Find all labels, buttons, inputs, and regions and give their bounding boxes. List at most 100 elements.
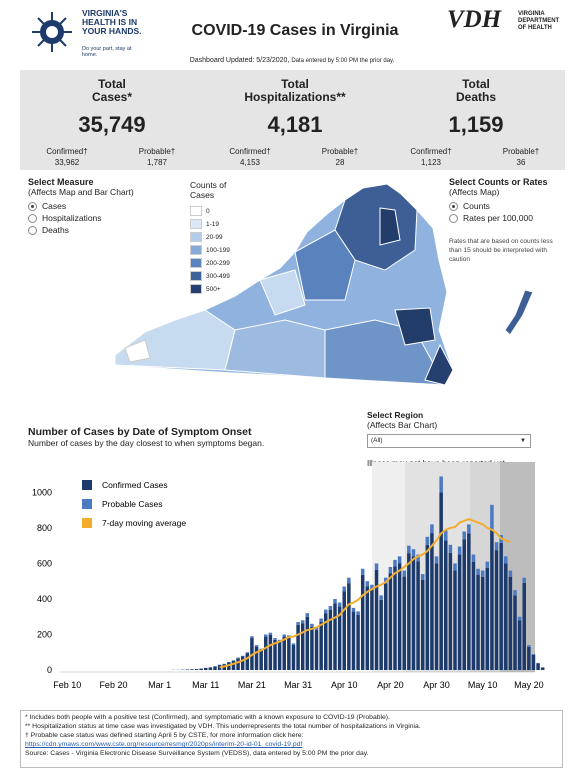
legend-item: 500+ (190, 284, 240, 294)
logo-sub: Do your part, stay at home. (82, 46, 132, 58)
stat-title: Total Deaths (455, 77, 496, 104)
legend-item: 100-199 (190, 245, 240, 255)
bar-segment (402, 570, 406, 577)
rates-title: Select Counts or Rates (449, 177, 548, 187)
updated-date: Dashboard Updated: 5/23/2020, (189, 57, 290, 64)
bar-segment (365, 581, 370, 587)
bar-segment (314, 627, 319, 631)
region-subtitle: (Affects Bar Chart) (367, 420, 438, 430)
y-tick-label: 200 (37, 629, 52, 639)
bar-segment (531, 654, 536, 655)
radio-button[interactable] (28, 213, 37, 223)
bar-segment (204, 667, 208, 670)
bar-segment (305, 613, 310, 617)
stat-title: Total Hospitalizations** (244, 77, 346, 104)
bar-segment (379, 595, 383, 600)
bar-segment (485, 561, 490, 568)
radio-option[interactable]: Cases (28, 201, 134, 211)
probable-label: Probable† (138, 147, 176, 156)
bar-segment (240, 655, 245, 657)
bar-segment (434, 556, 439, 564)
bar-segment (296, 622, 300, 625)
bar-segment (291, 644, 296, 670)
bar-segment (420, 579, 425, 670)
bar-segment (347, 583, 351, 670)
footnote-source: Source: Cases - Virginia Electronic Dise… (25, 750, 369, 757)
radio-option[interactable]: Deaths (28, 225, 134, 235)
vdh-logo: VDH (447, 6, 502, 33)
bar-segment (227, 662, 231, 663)
footnote-link[interactable]: https://cdn.ymaws.com/www.cste.org/resou… (25, 741, 303, 748)
x-tick-label: Mar 31 (284, 680, 312, 690)
radio-label: Cases (42, 201, 67, 211)
bar-segment (397, 563, 402, 670)
vdh-sub: VIRGINIA DEPARTMENT OF HEALTH (518, 11, 560, 31)
radio-button[interactable] (449, 213, 458, 223)
bar-segment (462, 531, 466, 540)
bar-segment (393, 566, 397, 670)
bar-segment (411, 549, 416, 557)
legend-label: 7-day moving average (102, 518, 186, 528)
bar-segment (360, 568, 365, 575)
bar-segment (208, 667, 213, 670)
bar-segment (444, 540, 448, 670)
bar-segment (439, 492, 443, 670)
bar-segment (490, 529, 494, 670)
x-tick-label: Apr 30 (423, 680, 450, 690)
confirmed-value: 4,153 (239, 158, 261, 167)
y-tick-label: 600 (37, 558, 52, 568)
x-tick-label: May 10 (468, 680, 498, 690)
stat: Total Cases* 35,749 (22, 78, 202, 138)
bar-segment (453, 563, 457, 571)
bar-segment (527, 646, 531, 670)
rates-panel: Select Counts or Rates (Affects Map) Cou… (449, 177, 564, 264)
stat: Total Hospitalizations** 4,181 (205, 78, 385, 138)
bar-segment (416, 561, 420, 670)
bar-segment (213, 666, 217, 670)
legend-item: 200-299 (190, 258, 240, 268)
radio-button[interactable] (28, 225, 37, 235)
legend-swatch (190, 206, 202, 216)
bar-segment (499, 543, 503, 670)
radio-label: Counts (463, 201, 490, 211)
y-tick-label: 1000 (32, 487, 52, 497)
bar-segment (425, 544, 430, 670)
bar-segment (504, 563, 508, 670)
bar-segment (527, 645, 531, 647)
bar-segment (522, 577, 526, 583)
footnotes: * Includes both people with a positive t… (20, 710, 563, 768)
radio-option[interactable]: Counts (449, 201, 564, 211)
radio-option[interactable]: Rates per 100,000 (449, 213, 564, 223)
bar-segment (300, 623, 305, 670)
y-tick-label: 800 (37, 523, 52, 533)
bar-segment (411, 556, 416, 670)
bar-segment (540, 667, 545, 670)
legend-label: 200-299 (206, 259, 230, 267)
region-select[interactable]: (All) ▼ (367, 434, 531, 448)
bar-segment (337, 606, 342, 670)
bar-segment (388, 573, 393, 670)
radio-label: Deaths (42, 225, 69, 235)
legend-swatch (190, 219, 202, 229)
bar-segment (296, 624, 300, 670)
legend-item: 1-19 (190, 219, 240, 229)
confirmed-label: Confirmed† (410, 147, 452, 156)
legend-item: 300-499 (190, 271, 240, 281)
map-legend-title: Counts of Cases (190, 180, 227, 200)
bar-segment (254, 646, 259, 670)
bar-segment (282, 636, 286, 670)
legend-label: Confirmed Cases (102, 480, 168, 490)
bar-segment (370, 589, 374, 670)
bar-segment (236, 657, 240, 659)
bar-segment (397, 556, 402, 564)
radio-button[interactable] (28, 201, 37, 211)
bar-segment (370, 584, 374, 590)
bar-segment (185, 669, 190, 670)
bar-segment (467, 524, 471, 534)
stats-panel (20, 70, 565, 170)
y-tick-label: 0 (47, 665, 52, 675)
radio-button[interactable] (449, 201, 458, 211)
bar-segment (194, 669, 199, 670)
bar-segment (236, 658, 240, 670)
radio-option[interactable]: Hospitalizations (28, 213, 134, 223)
